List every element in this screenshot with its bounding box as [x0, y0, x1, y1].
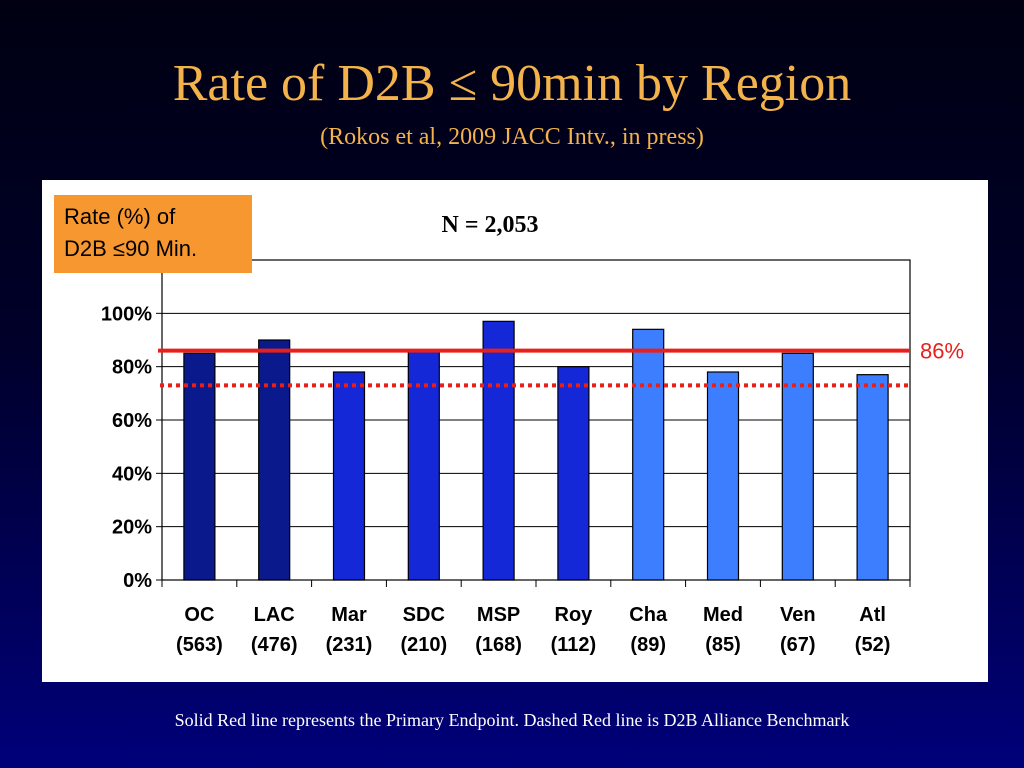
slide-subtitle: (Rokos et al, 2009 JACC Intv., in press) [320, 124, 704, 150]
x-category-label: SDC [403, 604, 445, 626]
bar-cha [632, 328, 665, 581]
x-category-count: (476) [251, 634, 298, 656]
x-category-label: LAC [254, 604, 295, 626]
x-category-label: OC [184, 604, 214, 626]
x-category-label: Cha [629, 604, 668, 626]
bar-roy [557, 366, 590, 581]
x-category-count: (563) [176, 634, 223, 656]
bar-lac [258, 339, 291, 581]
x-category-label: Atl [859, 604, 886, 626]
y-tick-label: 40% [112, 463, 152, 485]
x-category-count: (85) [705, 634, 741, 656]
sample-size-annotation: N = 2,053 [441, 212, 538, 238]
x-category-count: (52) [855, 634, 891, 656]
bar-ven [781, 352, 814, 581]
x-category-count: (168) [475, 634, 522, 656]
x-category-count: (210) [400, 634, 447, 656]
x-category-label: MSP [477, 604, 520, 626]
x-category-label: Mar [331, 604, 367, 626]
y-tick-label: 100% [101, 303, 152, 325]
bar-sdc [407, 350, 440, 581]
reference-line-label: 86% [920, 339, 964, 364]
legend-line-2: D2B ≤90 Min. [64, 236, 198, 261]
x-category-label: Med [703, 604, 743, 626]
y-tick-label: 20% [112, 517, 152, 539]
x-category-count: (112) [551, 634, 597, 656]
y-tick-label: 80% [112, 357, 152, 379]
footnote: Solid Red line represents the Primary En… [174, 710, 850, 730]
bar-atl [856, 374, 889, 581]
x-category-count: (67) [780, 634, 816, 656]
y-tick-label: 60% [112, 410, 152, 432]
x-category-count: (231) [326, 634, 373, 656]
y-tick-label: 0% [123, 570, 152, 592]
bar-mar [332, 371, 366, 581]
x-category-label: Roy [555, 604, 594, 626]
legend-box: Rate (%) of D2B ≤90 Min. [54, 195, 252, 273]
bar-msp [482, 320, 515, 581]
x-category-label: Ven [780, 604, 816, 626]
legend-line-1: Rate (%) of [64, 204, 176, 229]
slide-title: Rate of D2B ≤ 90min by Region [172, 55, 852, 112]
bar-oc [183, 352, 216, 581]
bar-med [706, 371, 740, 581]
x-category-count: (89) [630, 634, 666, 656]
